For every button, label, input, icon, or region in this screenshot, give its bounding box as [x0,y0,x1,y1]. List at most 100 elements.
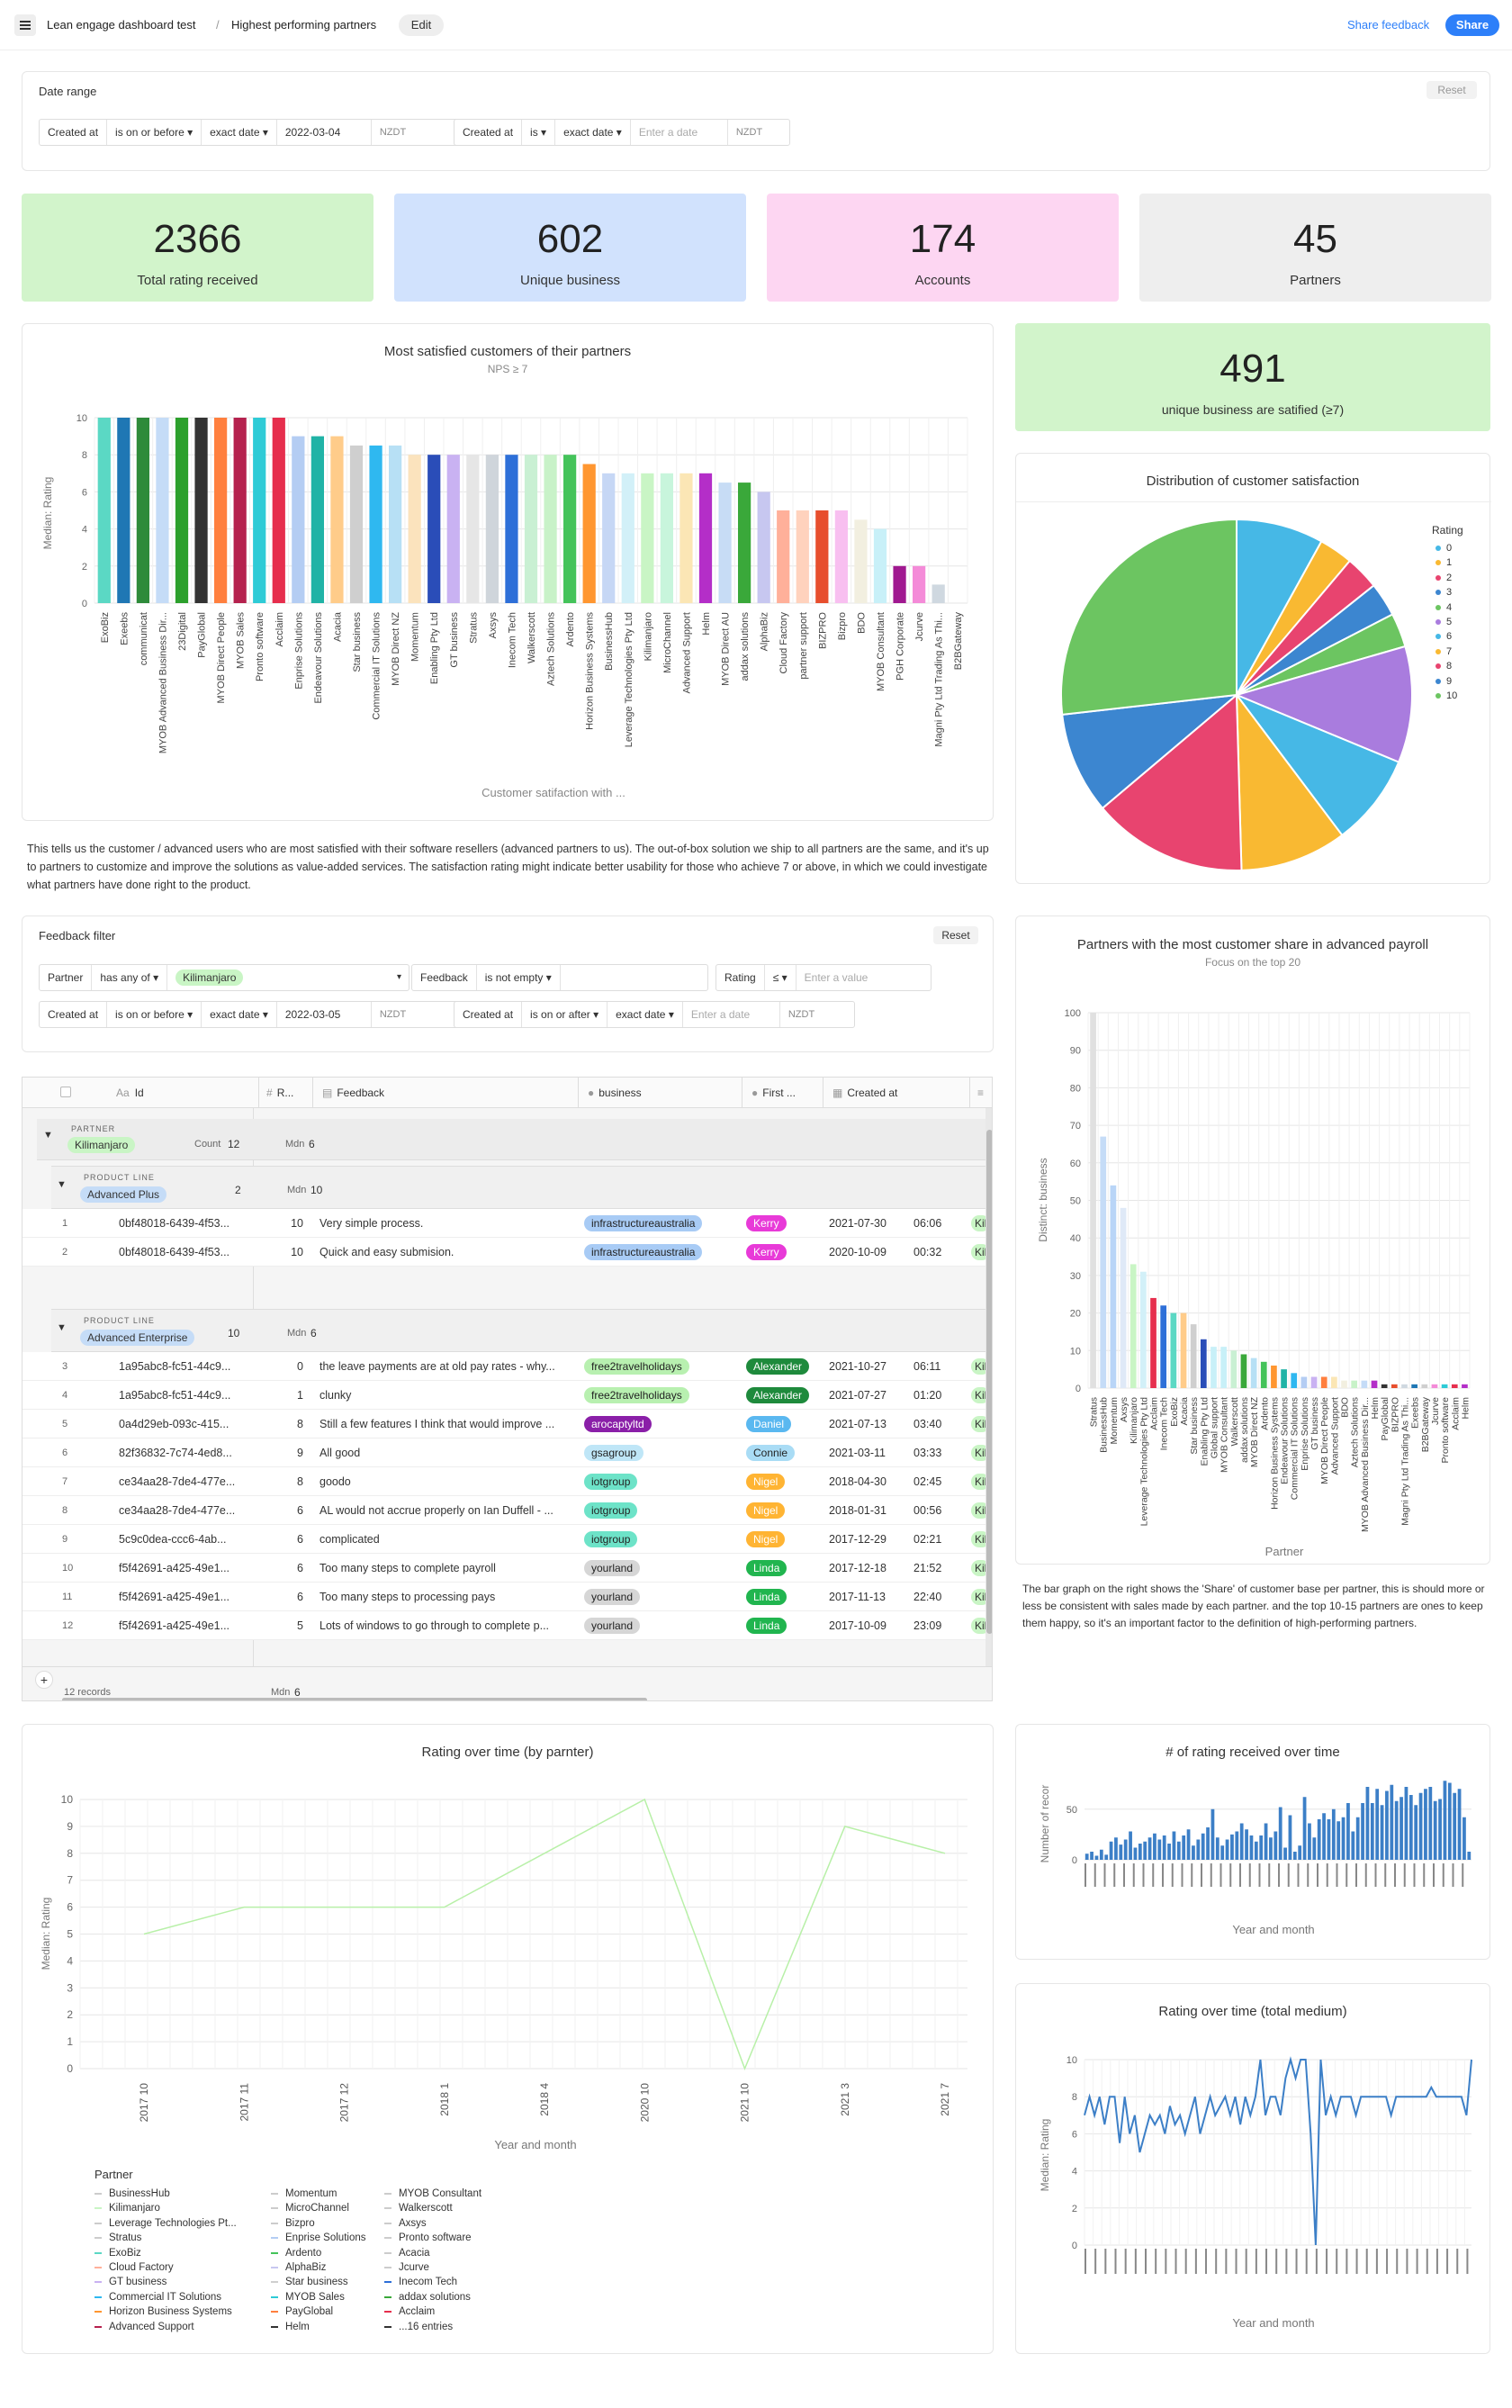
line-legend-item[interactable]: Acclaim [384,2306,435,2317]
partner-filter-operator[interactable]: has any of ▾ [92,965,168,990]
horizontal-scrollbar[interactable] [62,1698,647,1700]
table-row[interactable]: 6 82f36832-7c74-4ed8... 9 All good gsagroup C… [22,1438,992,1467]
date-filter-2-input[interactable]: Enter a date [631,120,728,145]
line-legend-item[interactable]: Commercial IT Solutions [94,2292,221,2303]
cell-feedback[interactable]: Still a few features I think that would … [320,1418,555,1430]
column-header-rating[interactable]: # R... [258,1078,312,1108]
column-header-id[interactable]: Aa Id [116,1087,144,1099]
cell-feedback[interactable]: the leave payments are at old pay rates … [320,1360,555,1373]
cell-feedback[interactable]: clunky [320,1389,352,1402]
line-legend-item[interactable]: Bizpro [271,2218,315,2229]
cell-rating[interactable]: 1 [297,1389,303,1402]
created-filter-1-field[interactable]: Created at [40,1002,108,1027]
line-legend-item[interactable]: Pronto software [384,2232,472,2243]
line-legend-item[interactable]: PayGlobal [271,2306,333,2317]
cell-feedback[interactable]: Quick and easy submision. [320,1246,454,1258]
cell-created-date[interactable]: 2017-12-18 [829,1562,886,1574]
date-filter-1-operator[interactable]: is on or before ▾ [107,120,202,145]
cell-first-name[interactable]: Linda [746,1554,827,1583]
cell-business[interactable]: infrastructureaustralia [584,1238,737,1267]
group-partner-header[interactable]: ▼ PARTNER Kilimanjaro Count 12 Mdn 6 [37,1119,992,1160]
line-legend-item[interactable]: Axsys [384,2218,427,2229]
menu-icon[interactable] [14,14,36,36]
column-header-created-at[interactable]: ▦ Created at [823,1078,976,1108]
cell-rating[interactable]: 8 [297,1418,303,1430]
collapse-icon[interactable]: ▼ [57,1179,67,1190]
line-legend-item[interactable]: MYOB Consultant [384,2188,482,2199]
pie-legend-item[interactable]: 0 [1436,543,1452,554]
line-legend-item[interactable]: Walkerscott [384,2203,453,2214]
table-row[interactable]: 1 0bf48018-6439-4f53... 10 Very simple proc… [22,1209,992,1238]
cell-id[interactable]: f5f42691-a425-49e1... [119,1591,230,1603]
line-legend-item[interactable]: MicroChannel [271,2203,349,2214]
created-filter-1-value[interactable]: 2022-03-05 [277,1002,372,1027]
line-legend-item[interactable]: Momentum [271,2188,338,2199]
rating-filter-input[interactable]: Enter a value [804,971,868,984]
pie-legend-item[interactable]: 1 [1436,557,1452,568]
line-legend-item[interactable]: Acacia [384,2248,430,2259]
cell-first-name[interactable]: Alexander [746,1352,827,1381]
line-legend-item[interactable]: Stratus [94,2232,141,2243]
cell-created-date[interactable]: 2021-07-30 [829,1217,886,1230]
cell-rating[interactable]: 6 [297,1533,303,1546]
cell-id[interactable]: ce34aa28-7de4-477e... [119,1504,236,1517]
cell-id[interactable]: f5f42691-a425-49e1... [119,1619,230,1632]
cell-first-name[interactable]: Linda [746,1583,827,1611]
cell-business[interactable]: iotgroup [584,1467,737,1496]
table-row[interactable]: 9 5c9c0dea-ccc6-4ab... 6 complicated iotgrou… [22,1525,992,1554]
cell-created-time[interactable]: 22:40 [914,1591,942,1603]
table-row[interactable]: 7 ce34aa28-7de4-477e... 8 goodo iotgroup Nige… [22,1467,992,1496]
cell-id[interactable]: 5c9c0dea-ccc6-4ab... [119,1533,227,1546]
partner-filter-field[interactable]: Partner [40,965,93,990]
edit-button[interactable]: Edit [399,14,444,36]
column-header-business[interactable]: ● business [578,1078,758,1108]
cell-created-time[interactable]: 03:40 [914,1418,942,1430]
cell-business[interactable]: infrastructureaustralia [584,1209,737,1238]
line-legend-item[interactable]: Inecom Tech [384,2277,457,2287]
cell-first-name[interactable]: Alexander [746,1381,827,1410]
created-filter-2-mode[interactable]: exact date ▾ [608,1002,683,1027]
cell-business[interactable]: yourland [584,1583,737,1611]
cell-business[interactable]: yourland [584,1554,737,1583]
cell-rating[interactable]: 5 [297,1619,303,1632]
table-row[interactable]: 2 0bf48018-6439-4f53... 10 Quick and easy s… [22,1238,992,1267]
table-row[interactable]: 11 f5f42691-a425-49e1... 6 Too many steps t… [22,1583,992,1611]
line-legend-item[interactable]: Jcurve [384,2262,429,2273]
app-title[interactable]: Lean engage dashboard test [47,18,196,32]
cell-id[interactable]: ce34aa28-7de4-477e... [119,1475,236,1488]
table-row[interactable]: 4 1a95abc8-fc51-44c9... 1 clunky free2travel… [22,1381,992,1410]
date-filter-2-field[interactable]: Created at [454,120,523,145]
cell-first-name[interactable]: Nigel [746,1496,827,1525]
pie-legend-item[interactable]: 10 [1436,690,1457,701]
cell-first-name[interactable]: Kerry [746,1209,827,1238]
feedback-filter-value[interactable] [561,965,707,990]
cell-business[interactable]: gsagroup [584,1438,737,1467]
cell-id[interactable]: 0bf48018-6439-4f53... [119,1246,230,1258]
line-legend-item[interactable]: AlphaBiz [271,2262,326,2273]
pie-legend-item[interactable]: 9 [1436,676,1452,687]
table-row[interactable]: 5 0a4d29eb-093c-415... 8 Still a few featur… [22,1410,992,1438]
cell-business[interactable]: arocaptyltd [584,1410,737,1438]
cell-rating[interactable]: 10 [291,1246,303,1258]
cell-created-date[interactable]: 2017-10-09 [829,1619,886,1632]
cell-first-name[interactable]: Daniel [746,1410,827,1438]
cell-first-name[interactable]: Kerry [746,1238,827,1267]
cell-created-date[interactable]: 2017-11-13 [829,1591,886,1603]
cell-created-time[interactable]: 01:20 [914,1389,942,1402]
line-legend-item[interactable]: ...16 entries [384,2322,453,2332]
column-header-feedback[interactable]: ▤ Feedback [312,1078,600,1108]
line-legend-item[interactable]: Ardento [271,2248,321,2259]
cell-id[interactable]: 1a95abc8-fc51-44c9... [119,1360,231,1373]
cell-rating[interactable]: 8 [297,1475,303,1488]
feedback-filter-operator[interactable]: is not empty ▾ [477,965,561,990]
date-range-reset-button[interactable]: Reset [1426,81,1477,99]
cell-created-date[interactable]: 2017-12-29 [829,1533,886,1546]
select-all-checkbox[interactable] [60,1087,71,1097]
add-record-button[interactable]: + [35,1671,53,1689]
pie-legend-item[interactable]: 8 [1436,661,1452,672]
cell-rating[interactable]: 10 [291,1217,303,1230]
rating-filter-operator[interactable]: ≤ ▾ [765,965,796,990]
cell-created-time[interactable]: 02:45 [914,1475,942,1488]
line-legend-item[interactable]: addax solutions [384,2292,471,2303]
line-legend-item[interactable]: Enprise Solutions [271,2232,366,2243]
